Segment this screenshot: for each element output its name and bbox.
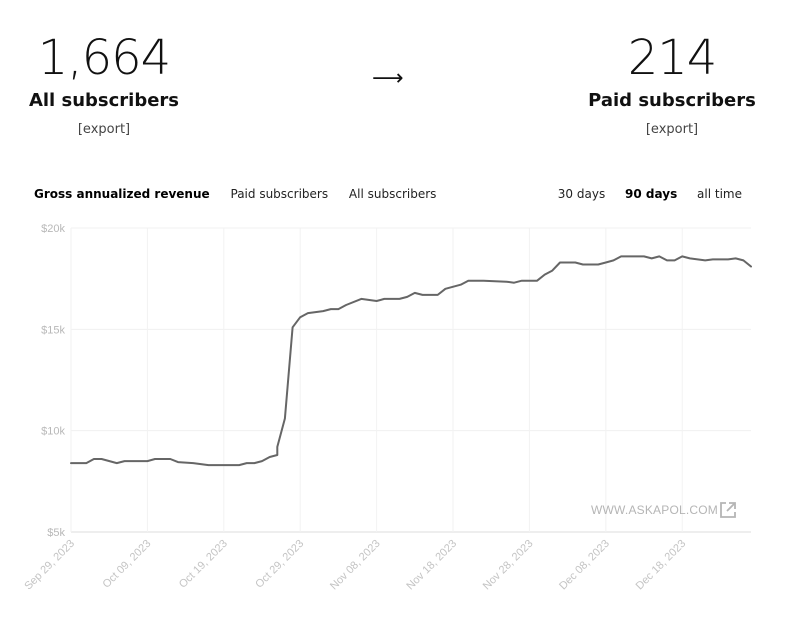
paid-subscribers-export-link[interactable]: [export] — [645, 122, 699, 137]
all-subscribers-export-link[interactable]: [export] — [77, 122, 131, 137]
revenue-series-line — [70, 255, 752, 467]
all-subscribers-count: 1,664 — [37, 30, 171, 86]
x-tick-label: Nov 28, 2023 — [481, 538, 536, 593]
watermark-text: WWW.ASKAPOL.COM — [591, 503, 719, 517]
paid-subscribers-count: 214 — [627, 30, 718, 86]
tab-paid-subscribers[interactable]: Paid subscribers — [230, 187, 329, 201]
x-tick-label: Sep 29, 2023 — [22, 538, 77, 593]
range-all-time[interactable]: all time — [697, 187, 742, 201]
paid-subscribers-stat: 214 Paid subscribers [export] — [586, 28, 758, 137]
range-90-days[interactable]: 90 days — [625, 187, 678, 201]
tab-gross-annualized-revenue[interactable]: Gross annualized revenue — [34, 187, 210, 201]
arrow-right-icon: ⟶ — [372, 66, 404, 91]
range-selector: 30 days 90 days all time — [542, 187, 742, 201]
range-30-days[interactable]: 30 days — [557, 187, 606, 201]
y-tick-label: $15k — [41, 324, 65, 336]
y-tick-label: $20k — [41, 223, 65, 235]
metric-tabs: Gross annualized revenue Paid subscriber… — [34, 187, 453, 201]
x-tick-label: Dec 18, 2023 — [634, 538, 689, 593]
paid-subscribers-label: Paid subscribers — [588, 90, 756, 111]
x-tick-label: Nov 18, 2023 — [404, 538, 459, 593]
y-tick-label: $10k — [41, 426, 65, 438]
x-tick-label: Oct 09, 2023 — [100, 538, 153, 591]
x-tick-label: Oct 19, 2023 — [177, 538, 230, 591]
tab-all-subscribers[interactable]: All subscribers — [348, 187, 437, 201]
x-tick-label: Nov 08, 2023 — [328, 538, 383, 593]
all-subscribers-label: All subscribers — [28, 90, 180, 111]
x-tick-label: Dec 08, 2023 — [557, 538, 612, 593]
y-tick-label: $5k — [47, 527, 65, 539]
external-link-icon — [720, 502, 736, 518]
x-tick-label: Oct 29, 2023 — [253, 538, 306, 591]
all-subscribers-stat: 1,664 All subscribers [export] — [18, 28, 190, 137]
